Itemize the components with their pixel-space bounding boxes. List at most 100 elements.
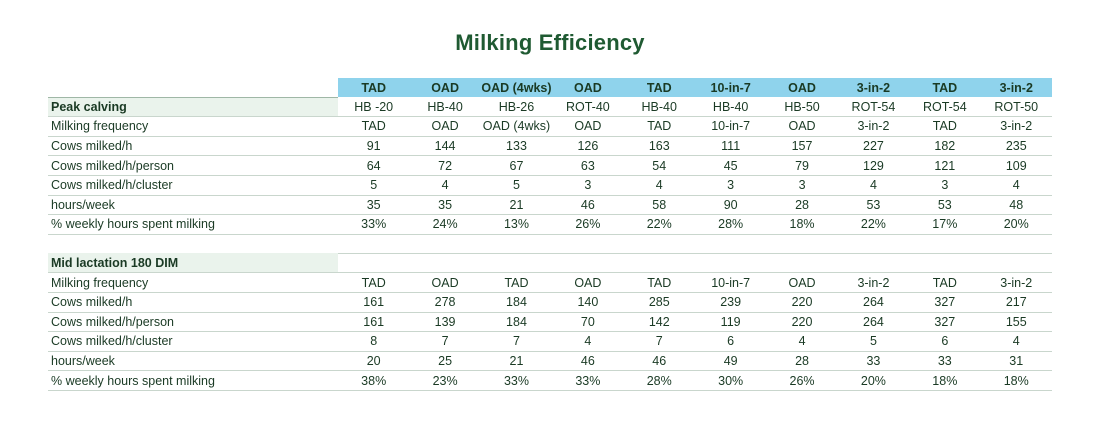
table-cell: 26% <box>766 370 838 391</box>
row-label: hours/week <box>48 351 338 372</box>
section-value-cell <box>409 253 481 274</box>
page-title: Milking Efficiency <box>455 30 645 55</box>
header-regime-cell: OAD <box>552 78 624 98</box>
table-cell: 4 <box>409 175 481 196</box>
section-value-cell <box>766 253 838 274</box>
table-body: TAD OAD OAD (4wks) OAD TAD 10-in-7 OAD 3-in-2 TA… <box>48 78 1052 391</box>
table-cell: 126 <box>552 136 624 157</box>
table-row: Cows milked/h/person 64 72 67 63 54 45 79 129 121… <box>48 155 1052 176</box>
table-cell: 4 <box>623 175 695 196</box>
section-header-row: Peak calving HB -20 HB-40 HB-26 ROT-40 HB-40 H… <box>48 97 1052 118</box>
table-cell: OAD (4wks) <box>480 116 553 137</box>
table-cell: 7 <box>623 331 695 352</box>
table-cell: 264 <box>837 292 910 313</box>
table-cell: 18% <box>766 214 838 235</box>
table-row: Cows milked/h 91 144 133 126 163 111 157 227 182 2… <box>48 136 1052 157</box>
table-cell: 264 <box>837 312 910 333</box>
table-cell: 17% <box>909 214 981 235</box>
row-label: Cows milked/h/cluster <box>48 175 338 196</box>
table-cell: 161 <box>338 312 410 333</box>
table-cell: 30% <box>694 370 767 391</box>
table-cell: TAD <box>338 116 410 137</box>
table-cell: 5 <box>480 175 553 196</box>
table-row: % weekly hours spent milking 33% 24% 13% 26%… <box>48 214 1052 235</box>
milking-efficiency-table: TAD OAD OAD (4wks) OAD TAD 10-in-7 OAD 3-in-2 TA… <box>48 78 1052 391</box>
section-value-cell <box>837 253 910 274</box>
section-value-cell <box>338 253 410 274</box>
table-cell: 3 <box>694 175 767 196</box>
table-cell: 22% <box>837 214 910 235</box>
table-row: Milking frequency TAD OAD TAD OAD TAD 10-in-7 O… <box>48 272 1052 293</box>
table-cell: 31 <box>980 351 1052 372</box>
table-cell: 140 <box>552 292 624 313</box>
spacer-cell <box>694 234 767 254</box>
section-value-cell: ROT-54 <box>909 97 981 118</box>
table-cell: 182 <box>909 136 981 157</box>
header-regime-cell: 3-in-2 <box>837 78 910 98</box>
table-cell: 139 <box>409 312 481 333</box>
section-value-cell: HB-40 <box>694 97 767 118</box>
table-cell: 28% <box>623 370 695 391</box>
table-cell: 33 <box>837 351 910 372</box>
table-cell: 4 <box>837 175 910 196</box>
header-regime-cell: TAD <box>909 78 981 98</box>
header-regime-cell: 10-in-7 <box>694 78 767 98</box>
table-cell: 49 <box>694 351 767 372</box>
table-cell: TAD <box>338 272 410 293</box>
table-cell: 48 <box>980 195 1052 216</box>
row-label: % weekly hours spent milking <box>48 214 338 235</box>
section-value-cell <box>980 253 1052 274</box>
table-cell: 155 <box>980 312 1052 333</box>
row-label: Cows milked/h/person <box>48 155 338 176</box>
section-spacer-row <box>48 234 1052 254</box>
row-label: Cows milked/h <box>48 136 338 157</box>
section-value-cell <box>552 253 624 274</box>
section-value-cell <box>694 253 767 274</box>
table-cell: 285 <box>623 292 695 313</box>
section-title: Mid lactation 180 DIM <box>48 253 338 274</box>
table-cell: 5 <box>837 331 910 352</box>
table-cell: 21 <box>480 195 553 216</box>
table-cell: 91 <box>338 136 410 157</box>
table-cell: 26% <box>552 214 624 235</box>
table-cell: 3 <box>766 175 838 196</box>
table-cell: 133 <box>480 136 553 157</box>
section-value-cell: ROT-50 <box>980 97 1052 118</box>
table-row: hours/week 20 25 21 46 46 49 28 33 33 31 <box>48 351 1052 372</box>
table-cell: 217 <box>980 292 1052 313</box>
table-cell: 5 <box>338 175 410 196</box>
table-cell: 6 <box>909 331 981 352</box>
table-cell: TAD <box>909 116 981 137</box>
spacer-cell <box>909 234 981 254</box>
table-row: Cows milked/h 161 278 184 140 285 239 220 264 327… <box>48 292 1052 313</box>
table-cell: OAD <box>409 272 481 293</box>
table-cell: 33 <box>909 351 981 372</box>
section-value-cell <box>480 253 553 274</box>
table-cell: 161 <box>338 292 410 313</box>
table-cell: 28 <box>766 195 838 216</box>
table-cell: OAD <box>766 116 838 137</box>
table-cell: TAD <box>480 272 553 293</box>
table-row: Cows milked/h/person 161 139 184 70 142 119 220… <box>48 312 1052 333</box>
table-cell: 46 <box>552 195 624 216</box>
spacer-cell <box>766 234 838 254</box>
section-value-cell: HB-26 <box>480 97 553 118</box>
table-cell: OAD <box>409 116 481 137</box>
header-regime-cell: TAD <box>338 78 410 98</box>
section-value-cell <box>909 253 981 274</box>
section-title: Peak calving <box>48 97 338 118</box>
table-cell: 20 <box>338 351 410 372</box>
table-cell: TAD <box>623 272 695 293</box>
table-cell: 4 <box>766 331 838 352</box>
table-cell: 90 <box>694 195 767 216</box>
table-cell: 45 <box>694 155 767 176</box>
table-cell: 24% <box>409 214 481 235</box>
section-header-row: Mid lactation 180 DIM <box>48 253 1052 274</box>
table-cell: 3 <box>552 175 624 196</box>
section-value-cell: ROT-40 <box>552 97 624 118</box>
spacer-cell <box>480 234 553 254</box>
table-cell: 111 <box>694 136 767 157</box>
table-cell: 129 <box>837 155 910 176</box>
table-cell: 157 <box>766 136 838 157</box>
header-regime-cell: OAD <box>766 78 838 98</box>
